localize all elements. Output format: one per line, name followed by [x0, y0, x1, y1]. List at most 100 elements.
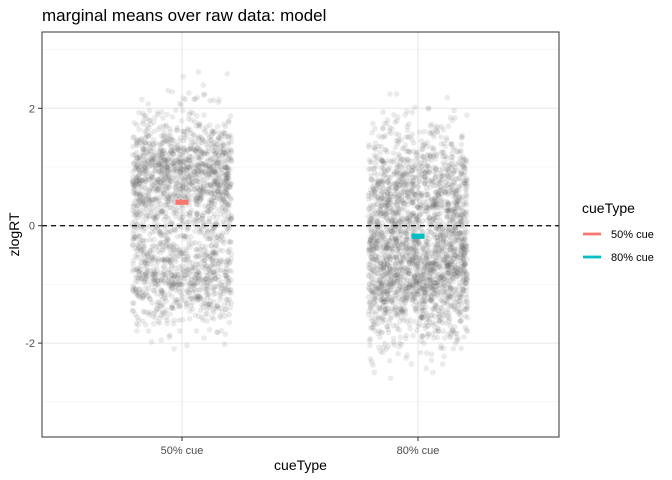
data-point — [190, 289, 196, 296]
data-point — [408, 167, 415, 174]
data-point — [199, 215, 205, 222]
data-point — [215, 156, 221, 163]
data-point — [432, 250, 438, 257]
data-point — [138, 139, 144, 146]
data-point — [456, 198, 462, 205]
data-point — [197, 196, 204, 203]
data-point — [151, 152, 158, 159]
data-point — [210, 309, 217, 316]
data-point — [147, 148, 153, 155]
data-point — [397, 181, 404, 188]
data-point — [226, 260, 233, 266]
data-point — [369, 318, 376, 324]
data-point — [223, 189, 229, 196]
data-point — [201, 265, 208, 272]
data-point — [392, 237, 398, 244]
data-point — [374, 239, 380, 245]
data-point — [414, 277, 421, 284]
data-point — [215, 277, 221, 284]
data-point — [183, 195, 189, 201]
data-point — [454, 176, 460, 182]
data-point — [140, 200, 146, 206]
data-point — [140, 118, 146, 125]
data-point — [224, 201, 230, 207]
data-point — [156, 142, 162, 148]
data-point — [159, 164, 165, 171]
data-point — [134, 155, 141, 161]
data-point — [368, 325, 374, 331]
data-point — [420, 285, 427, 292]
data-point — [210, 178, 217, 185]
data-point — [430, 266, 436, 272]
data-point — [410, 243, 417, 250]
data-point — [214, 188, 220, 194]
data-point — [197, 169, 204, 176]
data-point — [458, 161, 465, 168]
data-point — [410, 179, 416, 185]
data-point — [211, 225, 217, 232]
data-point — [411, 302, 417, 308]
data-point — [179, 107, 186, 114]
data-point — [220, 142, 227, 148]
data-point — [425, 261, 431, 268]
data-point — [416, 189, 422, 196]
data-point — [141, 244, 147, 250]
data-point — [454, 237, 461, 243]
data-point — [203, 148, 210, 155]
data-point — [195, 293, 201, 299]
data-point — [193, 171, 200, 177]
data-point — [177, 248, 183, 255]
data-point — [183, 186, 189, 192]
data-point — [147, 198, 153, 205]
data-point — [140, 121, 146, 127]
data-point — [226, 175, 232, 182]
data-point — [142, 115, 149, 122]
data-point — [188, 161, 195, 167]
data-point — [157, 160, 163, 166]
data-point — [151, 182, 157, 189]
data-point — [403, 134, 410, 140]
data-point — [190, 110, 196, 116]
data-point — [392, 185, 399, 192]
data-point — [209, 186, 215, 193]
data-point — [435, 225, 442, 231]
data-point — [428, 357, 435, 364]
data-point — [383, 147, 389, 153]
data-point — [159, 288, 165, 294]
data-point — [445, 226, 452, 233]
data-point — [164, 164, 170, 170]
data-point — [162, 309, 169, 316]
data-point — [425, 286, 431, 293]
data-point — [434, 283, 440, 289]
data-point — [166, 192, 172, 199]
data-point — [154, 201, 161, 208]
data-point — [218, 233, 224, 240]
data-point — [167, 281, 174, 287]
data-point — [174, 180, 181, 186]
data-point — [451, 209, 458, 215]
data-point — [403, 288, 410, 295]
data-point — [390, 339, 397, 346]
data-point — [173, 207, 180, 214]
data-point — [227, 182, 233, 188]
data-point — [381, 120, 388, 127]
data-point — [149, 158, 156, 165]
data-point — [196, 133, 203, 140]
data-point — [142, 140, 148, 146]
data-point — [142, 265, 149, 271]
data-point — [453, 290, 459, 297]
data-point — [172, 280, 178, 286]
data-point — [197, 229, 203, 236]
data-point — [203, 188, 210, 195]
data-point — [179, 214, 185, 221]
data-point — [433, 152, 439, 158]
data-point — [156, 153, 162, 159]
data-point — [151, 288, 158, 294]
data-point — [383, 346, 390, 352]
data-point — [219, 238, 226, 245]
data-point — [227, 184, 233, 190]
data-point — [400, 197, 407, 204]
data-point — [129, 268, 136, 275]
data-point — [179, 183, 186, 190]
data-point — [144, 251, 150, 257]
